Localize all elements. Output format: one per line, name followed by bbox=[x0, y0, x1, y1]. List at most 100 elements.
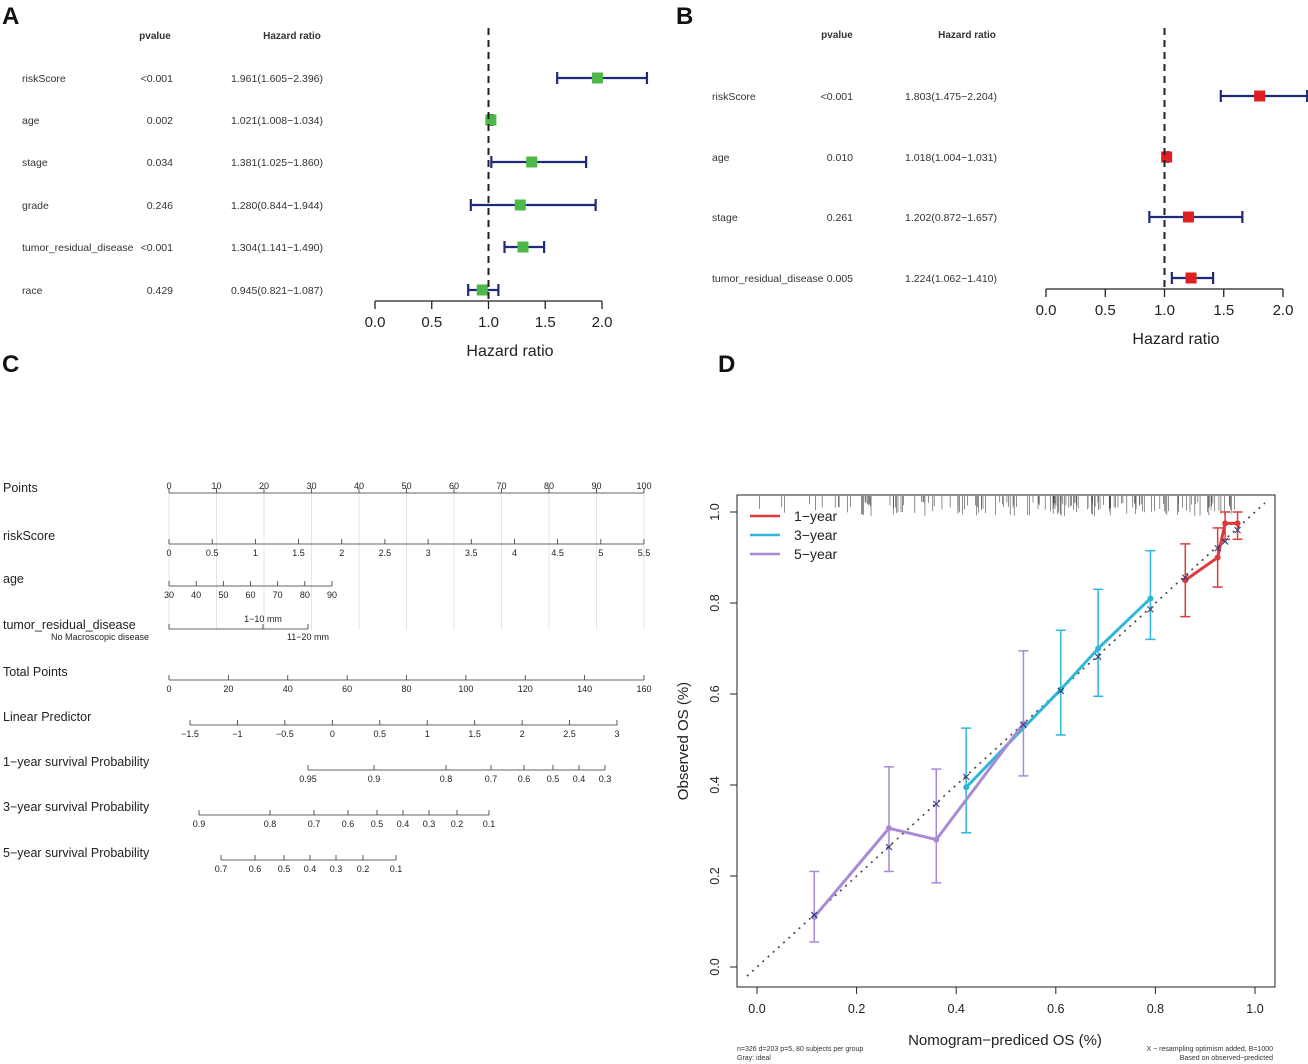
nomogram-row-label: age bbox=[3, 572, 24, 586]
calibration-line bbox=[1184, 521, 1238, 582]
y-tick-label: 0.0 bbox=[708, 958, 722, 975]
scale-tick-label: 10 bbox=[211, 481, 221, 491]
scale-tick-label: 5.5 bbox=[638, 548, 651, 558]
x-tick-label: 0.5 bbox=[421, 314, 442, 331]
x-tick-label: 0.4 bbox=[948, 1002, 965, 1016]
scale-tick-label: −0.5 bbox=[276, 729, 294, 739]
optimism-marker bbox=[1020, 721, 1027, 729]
row-pvalue: <0.001 bbox=[141, 73, 174, 85]
x-tick-label: 0.5 bbox=[1095, 302, 1116, 319]
x-axis-label: Nomogram−prediced OS (%) bbox=[908, 1032, 1102, 1049]
scale-tick-label: 0.1 bbox=[390, 864, 403, 874]
scale-tick-label: 60 bbox=[342, 684, 352, 694]
calibration-point bbox=[1222, 520, 1229, 527]
row-label: grade bbox=[22, 200, 49, 212]
nomogram-row-label: 3−year survival Probability bbox=[3, 800, 150, 814]
scale-tick-label: −1.5 bbox=[181, 729, 199, 739]
row-pvalue: 0.005 bbox=[827, 273, 853, 285]
calibration-point bbox=[963, 784, 970, 791]
scale-tick-label: 0.3 bbox=[423, 819, 436, 829]
scale-tick-label: 5 bbox=[598, 548, 603, 558]
scale-tick-label: 0.5 bbox=[547, 774, 560, 784]
nomogram-row-label: 1−year survival Probability bbox=[3, 755, 150, 769]
row-hazard-ratio: 1.202(0.872−1.657) bbox=[905, 212, 997, 224]
panel-label-b: B bbox=[676, 3, 693, 30]
scale-tick-label: 0.5 bbox=[206, 548, 219, 558]
scale-tick-label: 0.8 bbox=[264, 819, 277, 829]
forest-plot-a: pvalue Hazard ratio riskScore <0.001 1.961… bbox=[22, 28, 649, 360]
calibration-point bbox=[933, 836, 940, 843]
calibration-point bbox=[1234, 520, 1241, 527]
row-label: age bbox=[712, 152, 730, 164]
panel-label-c: C bbox=[2, 351, 19, 378]
scale-tick-label: 0.9 bbox=[193, 819, 206, 829]
x-tick-label: 0.2 bbox=[848, 1002, 865, 1016]
hr-marker bbox=[485, 114, 497, 126]
footnote: Gray: ideal bbox=[737, 1055, 771, 1062]
scale-tick-label: 4.5 bbox=[551, 548, 564, 558]
scale-tick-label: 0.6 bbox=[342, 819, 355, 829]
ideal-line bbox=[746, 502, 1266, 977]
row-pvalue: 0.002 bbox=[147, 115, 173, 127]
nomogram-row-label: riskScore bbox=[3, 529, 55, 543]
row-label: tumor_residual_disease bbox=[712, 273, 824, 285]
scale-tick-label: 70 bbox=[273, 590, 283, 600]
hr-marker bbox=[526, 156, 538, 168]
scale-tick-label: 0.95 bbox=[299, 774, 317, 784]
footnote: n=326 d=203 p=5, 80 subjects per group bbox=[737, 1046, 863, 1053]
scale-tick-label: 0.7 bbox=[308, 819, 321, 829]
scale-tick-label: 1 bbox=[253, 548, 258, 558]
nomogram-row-label: tumor_residual_disease bbox=[3, 618, 136, 632]
scale-tick-label: 3.5 bbox=[465, 548, 478, 558]
optimism-marker bbox=[885, 843, 893, 851]
optimism-marker bbox=[1234, 526, 1241, 534]
hr-marker bbox=[1254, 90, 1266, 102]
row-hazard-ratio: 1.021(1.008−1.034) bbox=[231, 115, 323, 127]
scale-tick-label: 0.5 bbox=[278, 864, 291, 874]
scale-tick-label: 0.9 bbox=[368, 774, 381, 784]
row-label: riskScore bbox=[712, 91, 756, 103]
row-hazard-ratio: 1.280(0.844−1.944) bbox=[231, 200, 323, 212]
scale-tick-label: 20 bbox=[259, 481, 269, 491]
calibration-point bbox=[1057, 686, 1064, 693]
row-label: riskScore bbox=[22, 73, 66, 85]
calibration-point bbox=[811, 913, 818, 920]
scale-tick-label: 0.6 bbox=[249, 864, 262, 874]
row-hazard-ratio: 1.381(1.025−1.860) bbox=[231, 157, 323, 169]
y-axis-label: Observed OS (%) bbox=[675, 682, 692, 800]
calibration-point bbox=[1147, 595, 1154, 602]
x-tick-label: 0.0 bbox=[1036, 302, 1057, 319]
scale-tick-label: 100 bbox=[636, 481, 651, 491]
scale-tick-label: 0.2 bbox=[451, 819, 464, 829]
scale-tick-label: 0 bbox=[166, 548, 171, 558]
optimism-marker bbox=[1214, 544, 1222, 552]
legend-label: 5−year bbox=[794, 546, 838, 562]
hr-marker bbox=[1185, 272, 1197, 284]
row-label: stage bbox=[22, 157, 48, 169]
y-tick-label: 0.2 bbox=[708, 867, 722, 884]
y-tick-label: 0.4 bbox=[708, 776, 722, 793]
scale-tick-label: 90 bbox=[327, 590, 337, 600]
optimism-marker bbox=[932, 800, 940, 808]
optimism-marker bbox=[1094, 653, 1102, 661]
y-tick-label: 1.0 bbox=[708, 503, 722, 520]
scale-tick-label: 140 bbox=[577, 684, 592, 694]
x-tick-label: 0.0 bbox=[365, 314, 386, 331]
hr-marker bbox=[476, 284, 488, 296]
row-pvalue: 0.010 bbox=[827, 152, 853, 164]
x-tick-label: 1.5 bbox=[535, 314, 556, 331]
x-tick-label: 1.5 bbox=[1213, 302, 1234, 319]
calibration-point bbox=[1020, 720, 1027, 727]
nomogram-row-label: Points bbox=[3, 481, 38, 495]
scale-tick-label: 0.3 bbox=[599, 774, 612, 784]
x-tick-label: 2.0 bbox=[1273, 302, 1294, 319]
calibration-line bbox=[813, 722, 1025, 918]
scale-tick-label: 40 bbox=[283, 684, 293, 694]
x-tick-label: 1.0 bbox=[478, 314, 499, 331]
scale-tick-label: 70 bbox=[496, 481, 506, 491]
scale-tick-label: 0.5 bbox=[374, 729, 387, 739]
scale-tick-label: 1 bbox=[425, 729, 430, 739]
pvalue-header: pvalue bbox=[139, 31, 171, 42]
scale-tick-label: 2.5 bbox=[563, 729, 576, 739]
